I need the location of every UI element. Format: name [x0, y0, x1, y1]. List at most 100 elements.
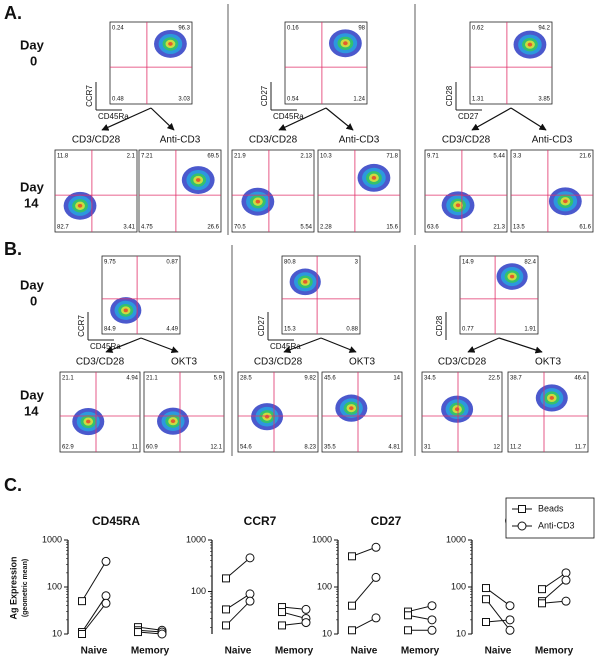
- beads-marker: [348, 552, 356, 561]
- pair-line: [485, 598, 511, 631]
- x-tick-label: Memory: [131, 646, 170, 657]
- y-tick-label: 1000: [446, 534, 466, 544]
- density-blob: [349, 406, 354, 411]
- day-label: 14: [24, 403, 39, 418]
- quadrant-value: 45.6: [324, 376, 336, 382]
- y-tick-label: 100: [191, 586, 206, 596]
- x-tick-label: Memory: [535, 646, 574, 657]
- arrow: [101, 107, 152, 131]
- quadrant-value: 82.7: [57, 225, 69, 231]
- beads-marker: [278, 608, 286, 617]
- quadrant-value: 62.9: [62, 445, 74, 451]
- quadrant-value: 15.6: [386, 225, 398, 231]
- anti-cd3-marker: [427, 601, 437, 611]
- density-blob: [123, 308, 128, 313]
- quadrant-value: 5.54: [300, 225, 312, 231]
- anti-cd3-marker: [371, 572, 381, 582]
- quadrant-value: 21.3: [493, 225, 505, 231]
- day-label: Day: [20, 277, 45, 292]
- x-axis-label: CD45Ra: [273, 112, 304, 121]
- quadrant-value: 7.21: [141, 154, 153, 160]
- quadrant-value: 4.75: [141, 225, 153, 231]
- arrow-label: Anti-CD3: [532, 135, 573, 146]
- day-label: Day: [20, 179, 45, 194]
- quadrant-value: 8.23: [304, 445, 316, 451]
- x-tick-label: Naive: [485, 646, 512, 657]
- anti-cd3-marker: [371, 613, 381, 623]
- arrow-label: CD3/CD28: [438, 357, 487, 368]
- pair-line: [351, 577, 377, 607]
- quadrant-value: 84.9: [104, 327, 116, 333]
- quadrant-value: 14: [393, 376, 400, 382]
- quadrant-value: 38.7: [510, 376, 522, 382]
- quadrant-value: 10.3: [320, 154, 332, 160]
- density-blob: [195, 178, 201, 183]
- beads-marker: [222, 621, 230, 630]
- density-blob: [455, 203, 461, 208]
- density-blob: [255, 199, 261, 204]
- beads-marker: [348, 601, 356, 610]
- x-axis-label: CD45Ra: [90, 342, 121, 351]
- arrow: [325, 107, 354, 131]
- legend-label: Anti-CD3: [538, 520, 575, 530]
- beads-marker: [404, 611, 412, 620]
- flow-plot-frame: [59, 371, 141, 453]
- arrow-label: OKT3: [171, 357, 198, 368]
- quadrant-value: 60.9: [146, 445, 158, 451]
- y-tick-label: 10: [322, 628, 332, 638]
- anti-cd3-marker: [505, 615, 515, 625]
- x-axis-label: CD27: [458, 112, 479, 121]
- legend-marker: [518, 505, 526, 513]
- x-tick-label: Memory: [275, 646, 314, 657]
- quadrant-value: 5.44: [493, 154, 505, 160]
- quadrant-value: 63.6: [427, 225, 439, 231]
- arrow: [320, 337, 357, 353]
- quadrant-value: 1.91: [524, 327, 536, 333]
- flow-plot-frame: [510, 149, 594, 233]
- panel-label: A.: [4, 3, 22, 23]
- beads-marker: [482, 618, 490, 627]
- beads-marker: [78, 597, 86, 606]
- pair-line: [81, 561, 107, 602]
- anti-cd3-marker: [245, 553, 255, 563]
- arrow: [140, 337, 179, 354]
- beads-marker: [538, 599, 546, 608]
- quadrant-value: 12.1: [210, 445, 222, 451]
- quadrant-value: 69.5: [207, 154, 219, 160]
- quadrant-value: 0.62: [472, 26, 484, 32]
- y-axis-label: CD27: [257, 315, 266, 336]
- quadrant-value: 21.9: [234, 154, 246, 160]
- day-label: Day: [20, 37, 45, 52]
- anti-cd3-marker: [427, 625, 437, 635]
- quadrant-value: 0.87: [166, 260, 178, 266]
- density-blob: [454, 407, 460, 412]
- x-tick-label: Memory: [401, 646, 440, 657]
- quadrant-value: 3: [355, 260, 359, 266]
- quadrant-value: 0.77: [462, 327, 474, 333]
- density-blob: [86, 419, 91, 424]
- density-blob: [77, 203, 83, 208]
- x-tick-label: Naive: [351, 646, 378, 657]
- quadrant-value: 0.54: [287, 97, 299, 103]
- flow-plot-frame: [281, 255, 361, 335]
- x-axis-label: CD45Ra: [98, 112, 129, 121]
- quadrant-value: 11.7: [575, 445, 587, 451]
- arrow-label: CD3/CD28: [249, 135, 298, 146]
- pair-line: [225, 600, 251, 626]
- flow-plot-frame: [424, 149, 508, 233]
- anti-cd3-marker: [301, 618, 311, 628]
- quadrant-value: 98: [358, 26, 365, 32]
- beads-marker: [404, 626, 412, 635]
- quadrant-value: 11.2: [510, 445, 522, 451]
- y-tick-label: 1000: [186, 534, 206, 544]
- y-axis-label: CD28: [445, 85, 454, 106]
- beads-marker: [348, 626, 356, 635]
- anti-cd3-marker: [101, 598, 111, 608]
- quadrant-value: 0.24: [112, 26, 124, 32]
- x-axis-label: CD45Ra: [270, 342, 301, 351]
- arrow: [105, 337, 142, 353]
- anti-cd3-marker: [101, 556, 111, 566]
- flow-plot-frame: [459, 255, 539, 335]
- quadrant-value: 9.82: [304, 376, 316, 382]
- quadrant-value: 94.2: [538, 26, 550, 32]
